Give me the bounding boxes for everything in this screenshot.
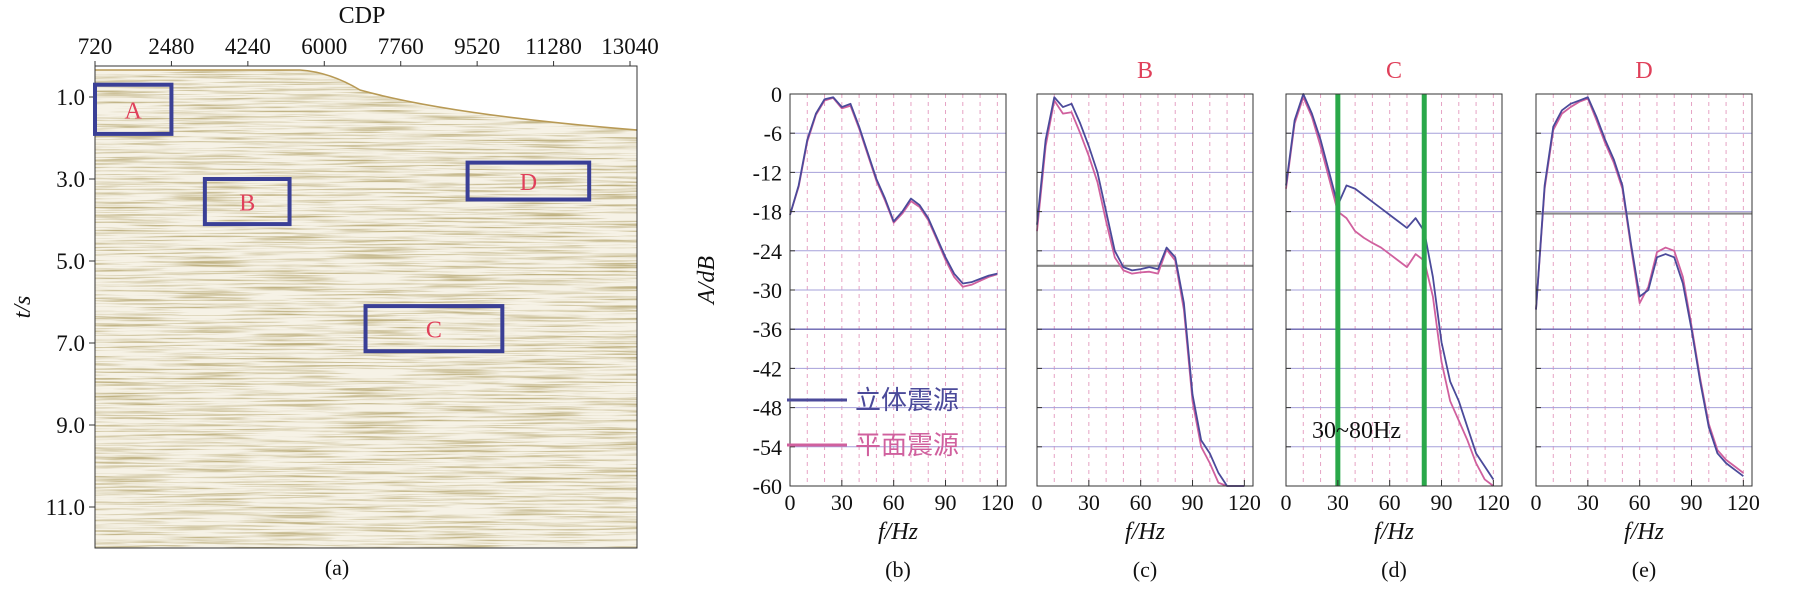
amplitude-axis-label: A/dB — [694, 256, 720, 306]
x-tick-label: 120 — [1727, 490, 1760, 515]
cdp-tick-label: 13040 — [601, 34, 659, 59]
region-box-c — [363, 304, 505, 354]
region-box-d — [465, 160, 592, 202]
x-axis-label: f/Hz — [878, 519, 919, 545]
seismic-section-panel: 720 2480 4240 6000 7760 9520 11280 13040 1.0 3.0… — [10, 3, 659, 580]
y-tick-label: -36 — [753, 317, 782, 342]
legend-label-plane: 平面震源 — [855, 431, 959, 460]
time-tick-label: 11.0 — [46, 495, 85, 520]
region-boxes: A B C D — [93, 82, 592, 354]
cdp-tick-label: 4240 — [225, 34, 271, 59]
y-tick-label: -12 — [753, 160, 782, 185]
panel-title: C — [1386, 58, 1402, 84]
spectrum-panel-e: 0 30 60 90 120 f/Hz (e) D — [1531, 58, 1760, 582]
x-tick-label: 0 — [785, 490, 796, 515]
region-label-a: A — [125, 98, 143, 124]
series-line — [1535, 96, 1744, 477]
region-label-d: D — [520, 170, 537, 196]
legend-label-3d: 立体震源 — [855, 386, 959, 415]
x-tick-label: 0 — [1531, 490, 1542, 515]
x-tick-label: 120 — [1228, 490, 1261, 515]
y-tick-label: -48 — [753, 396, 782, 421]
y-tick-label: -18 — [753, 200, 782, 225]
series-line — [1285, 93, 1495, 480]
y-tick-label: -30 — [753, 278, 782, 303]
time-tick-labels: 1.0 3.0 5.0 7.0 9.0 11.0 — [46, 85, 95, 520]
region-label-b: B — [239, 191, 255, 217]
x-axis-label: f/Hz — [1125, 519, 1166, 545]
panel-caption: (d) — [1381, 557, 1407, 582]
x-tick-label: 30 — [1577, 490, 1599, 515]
seismic-frame — [94, 65, 638, 549]
panel-caption: (b) — [885, 557, 911, 582]
series-line — [789, 96, 998, 285]
cdp-tick-label: 6000 — [301, 34, 347, 59]
x-tick-label: 0 — [1032, 490, 1043, 515]
time-tick-label: 1.0 — [56, 85, 85, 110]
x-tick-label: 30 — [1078, 490, 1100, 515]
x-tick-label: 60 — [883, 490, 905, 515]
region-box-b — [202, 177, 292, 227]
x-tick-label: 120 — [981, 490, 1014, 515]
y-tick-label: -42 — [753, 356, 782, 381]
x-axis-label: f/Hz — [1624, 519, 1665, 545]
x-tick-label: 0 — [1281, 490, 1292, 515]
spectrum-panels: 0 30 60 90 120 0 -6 -12 -18 -24 -30 -36 -42 -48 -54 -60… — [753, 58, 1760, 582]
time-tick-label: 3.0 — [56, 167, 85, 192]
region-box-a — [93, 82, 174, 136]
x-axis-label: f/Hz — [1374, 519, 1415, 545]
cdp-tick-label: 7760 — [378, 34, 424, 59]
x-tick-label: 60 — [1629, 490, 1651, 515]
y-tick-label: -6 — [764, 121, 782, 146]
cdp-tick-label: 9520 — [454, 34, 500, 59]
time-tick-label: 9.0 — [56, 413, 85, 438]
panel-title: B — [1137, 58, 1153, 84]
x-tick-label: 90 — [1431, 490, 1453, 515]
legend: 立体震源 平面震源 — [787, 386, 959, 460]
series-line — [1036, 99, 1245, 487]
time-tick-label: 7.0 — [56, 331, 85, 356]
cdp-tick-label: 720 — [78, 34, 113, 59]
x-tick-label: 90 — [935, 490, 957, 515]
panel-caption: (c) — [1133, 557, 1157, 582]
y-tick-label: -60 — [753, 474, 782, 499]
x-tick-label: 90 — [1681, 490, 1703, 515]
series-line — [1036, 96, 1245, 487]
spectrum-panel-d: 0 30 60 90 120 f/Hz (d) C — [1281, 58, 1510, 582]
series-line — [1285, 96, 1494, 487]
cdp-tick-label: 11280 — [525, 34, 582, 59]
x-tick-label: 90 — [1182, 490, 1204, 515]
x-tick-label: 30 — [831, 490, 853, 515]
spectrum-panel-c: 0 30 60 90 120 f/Hz (c) B — [1032, 58, 1261, 582]
panel-caption: (e) — [1632, 557, 1656, 582]
cdp-tick-label: 2480 — [148, 34, 194, 59]
y-tick-label: 0 — [771, 82, 782, 107]
x-tick-label: 60 — [1379, 490, 1401, 515]
cdp-axis-title: CDP — [339, 3, 386, 29]
y-tick-label: -54 — [753, 435, 782, 460]
time-tick-label: 5.0 — [56, 249, 85, 274]
y-tick-label: -24 — [753, 239, 782, 264]
region-label-c: C — [426, 318, 442, 344]
x-tick-label: 30 — [1327, 490, 1349, 515]
x-tick-label: 120 — [1477, 490, 1510, 515]
caption-a: (a) — [325, 555, 349, 580]
band-annotation: 30~80Hz — [1312, 418, 1401, 444]
spectrum-panel-b: 0 30 60 90 120 0 -6 -12 -18 -24 -30 -36 -42 -48 -54 -60… — [753, 82, 1014, 582]
cdp-tick-labels: 720 2480 4240 6000 7760 9520 11280 13040 — [78, 34, 659, 66]
x-tick-label: 60 — [1130, 490, 1152, 515]
time-axis-label: t/s — [10, 296, 36, 319]
panel-title: D — [1635, 58, 1652, 84]
